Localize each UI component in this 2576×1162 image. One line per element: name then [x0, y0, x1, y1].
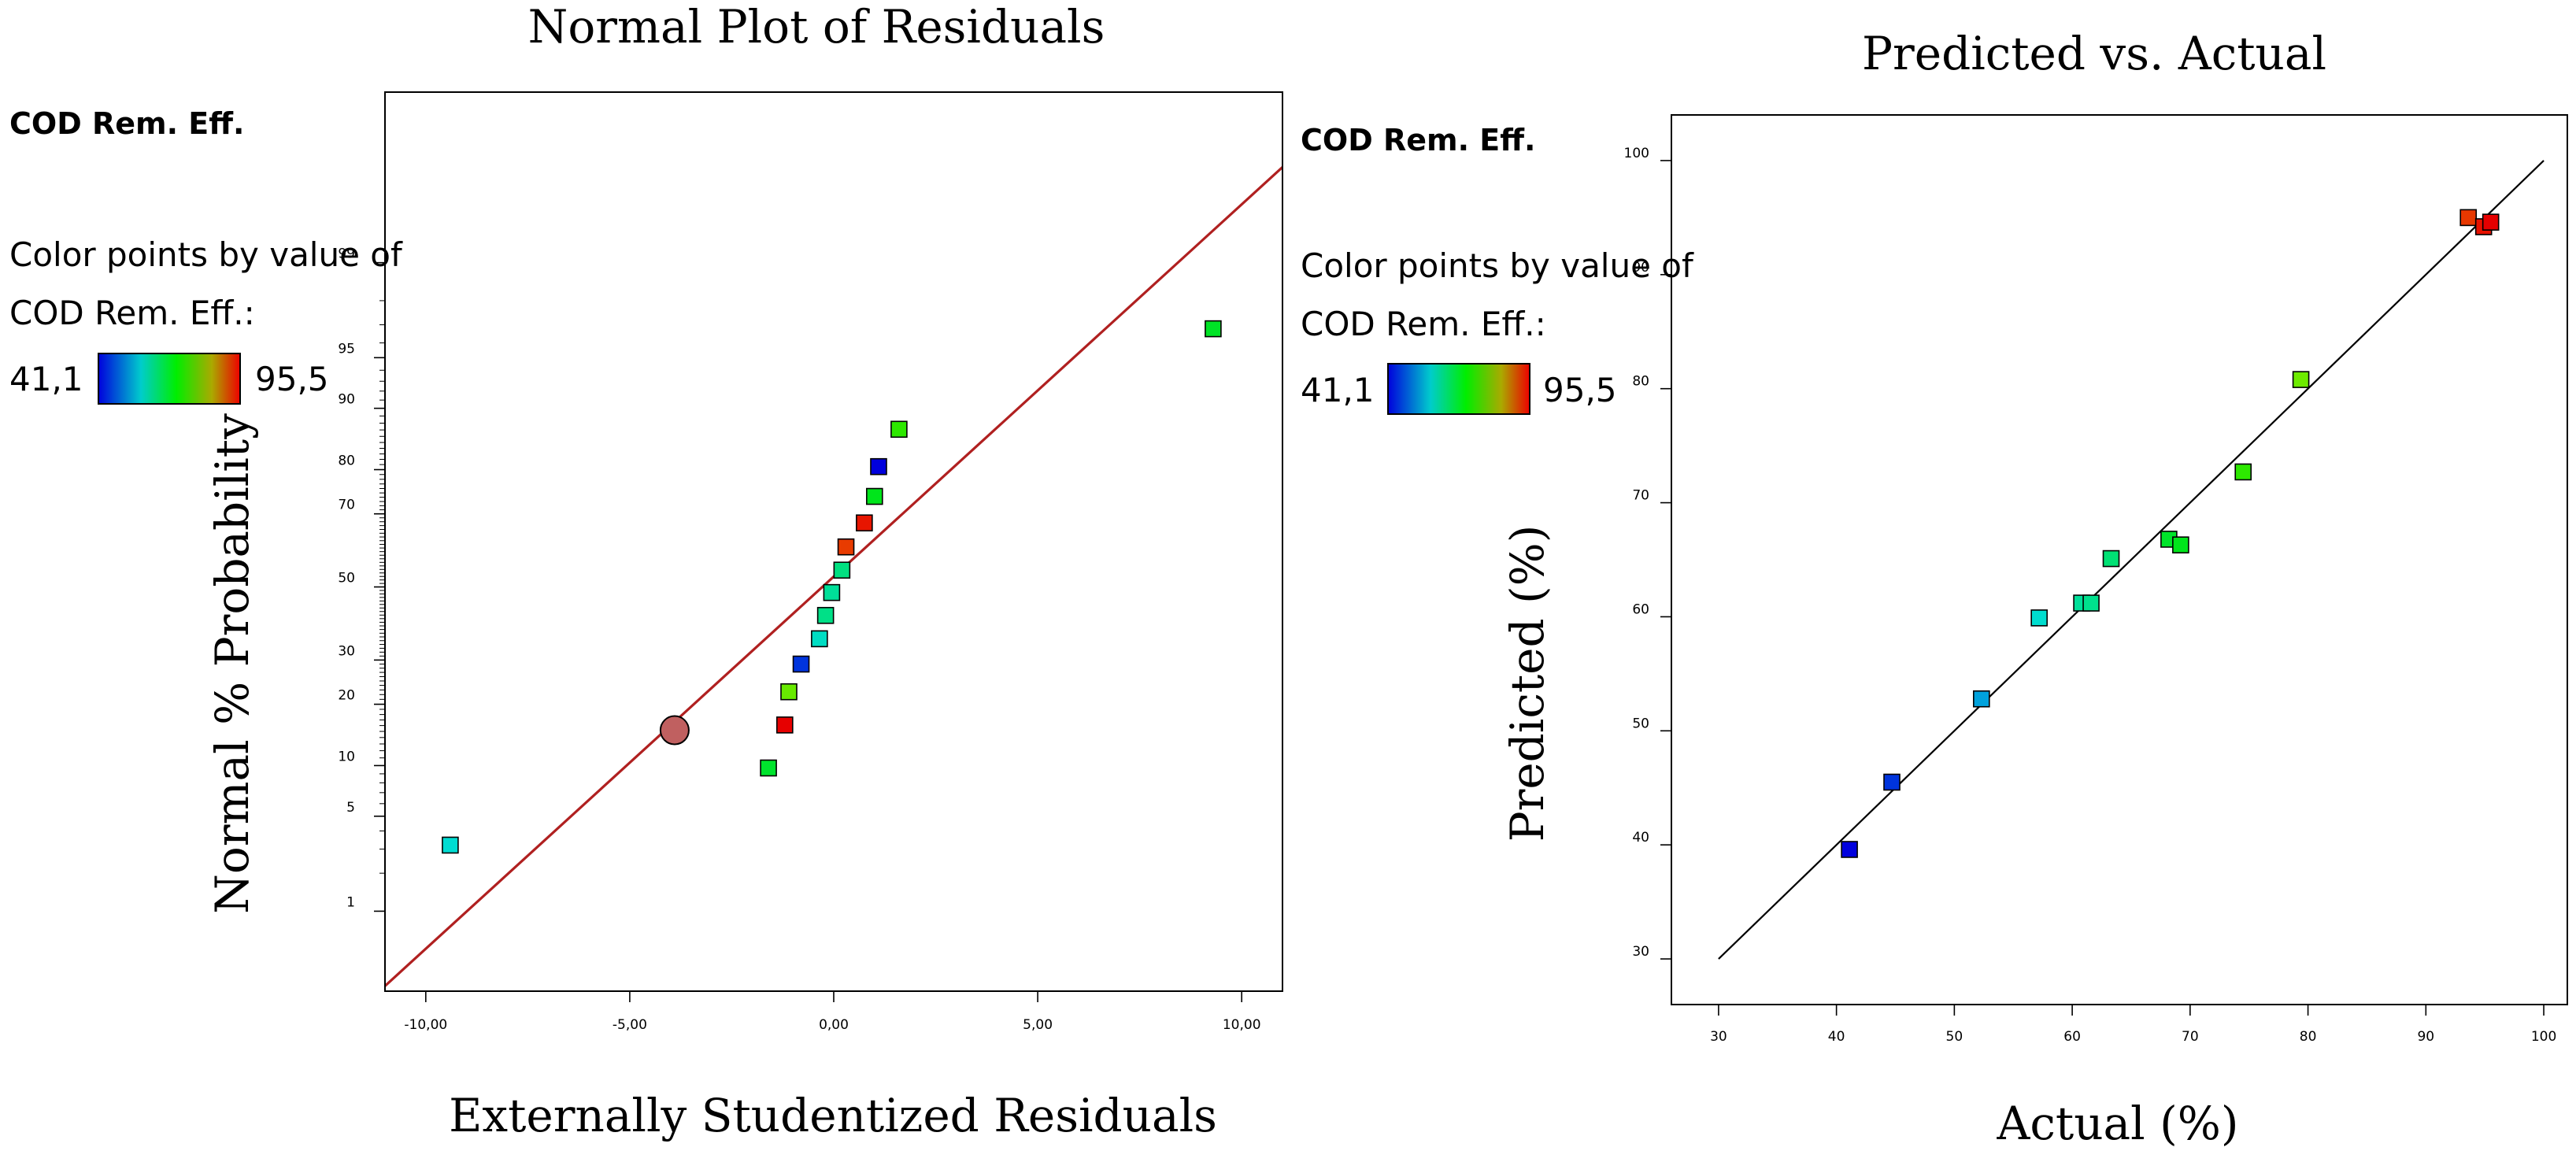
data-point	[2030, 609, 2048, 627]
color-legend-max: 95,5	[255, 360, 329, 398]
reference-line	[1718, 160, 2545, 960]
x-axis-label: Actual (%)	[1997, 1097, 2239, 1150]
data-point	[1883, 773, 1901, 791]
chart-title: Normal Plot of Residuals	[528, 0, 1105, 54]
y-tick-label: 10	[338, 749, 355, 764]
y-axis-label: Predicted (%)	[1501, 525, 1554, 842]
data-point	[2292, 371, 2310, 388]
data-point	[2482, 213, 2500, 231]
y-tick-label: 50	[338, 571, 355, 587]
data-point	[1205, 320, 1222, 338]
x-tick-label: 80	[2300, 1029, 2317, 1045]
y-tick-label: 60	[1632, 601, 1649, 617]
y-axis-label: Normal % Probability	[205, 413, 259, 914]
data-point	[2082, 594, 2100, 612]
y-tick-label: 30	[1632, 944, 1649, 960]
data-point	[442, 836, 459, 854]
plot-frame	[384, 91, 1283, 992]
x-axis-label: Externally Studentized Residuals	[449, 1089, 1217, 1142]
x-tick-label: 70	[2182, 1029, 2199, 1045]
data-point	[1973, 690, 1990, 708]
plot-marks	[383, 166, 1284, 987]
data-point	[776, 716, 794, 734]
data-point	[2459, 209, 2478, 227]
color-legend-line1: Color points by value of	[1301, 246, 1694, 285]
x-tick-label: 90	[2417, 1029, 2434, 1045]
x-axis-ticks: -10,00 -5,00 0,00 5,00 10,00	[404, 991, 1261, 1033]
normal-plot-chart: Normal Plot of Residuals COD Rem. Eff. C…	[9, 0, 1284, 1142]
x-axis-ticks: 30 40 50 60 70 80 90 100	[1710, 1005, 2556, 1045]
y-tick-label: 1	[346, 894, 355, 910]
color-gradient-bar	[98, 353, 241, 405]
y-tick-label: 40	[1632, 830, 1649, 846]
y-tick-label: 99	[338, 246, 355, 262]
x-tick-label: 30	[1710, 1029, 1727, 1045]
y-tick-label: 30	[338, 643, 355, 659]
x-tick-label: 50	[1946, 1029, 1963, 1045]
x-tick-label: 40	[1828, 1029, 1845, 1045]
x-tick-label: -5,00	[613, 1017, 647, 1033]
y-tick-label: 90	[1632, 260, 1649, 276]
data-point	[816, 606, 835, 624]
y-tick-label: 70	[1632, 488, 1649, 504]
data-point	[760, 759, 777, 777]
data-point	[823, 583, 841, 601]
color-legend-line2: COD Rem. Eff.:	[1301, 305, 1546, 343]
x-tick-label: 0,00	[819, 1017, 849, 1033]
data-point	[792, 655, 810, 673]
data-point	[856, 514, 873, 532]
color-gradient-bar	[1387, 363, 1530, 415]
color-legend-min: 41,1	[9, 360, 83, 398]
data-point	[833, 561, 851, 579]
y-axis-ticks: 30 40 50 60 70 80 90 100	[1624, 146, 1671, 960]
x-tick-label: 100	[2531, 1029, 2556, 1045]
predicted-vs-actual-chart: Predicted vs. Actual COD Rem. Eff. 30 40 5…	[1301, 27, 2568, 1150]
chart-title: Predicted vs. Actual	[1862, 27, 2326, 80]
data-point	[2102, 550, 2120, 568]
data-point	[780, 683, 798, 701]
plot-frame	[1671, 114, 2568, 1005]
y-tick-label: 90	[338, 392, 355, 408]
color-legend-min: 41,1	[1301, 371, 1375, 409]
y-tick-label: 50	[1632, 716, 1649, 731]
data-point	[2234, 463, 2252, 481]
y-tick-label: 5	[346, 800, 355, 816]
plot-marks	[1718, 160, 2545, 960]
color-legend-line2: COD Rem. Eff.:	[9, 294, 255, 332]
x-tick-label: 60	[2063, 1029, 2081, 1045]
color-legend-line1: Color points by value of	[9, 235, 403, 274]
y-tick-label: 95	[338, 341, 355, 357]
data-point	[811, 630, 828, 648]
x-tick-label: -10,00	[404, 1017, 447, 1033]
data-point	[1841, 841, 1858, 858]
y-tick-label: 20	[338, 688, 355, 704]
y-axis-ticks: 1 5 10 20 30 50 70 80 90 95 99	[338, 246, 385, 912]
color-legend-max: 95,5	[1543, 371, 1617, 409]
y-tick-label: 70	[338, 498, 355, 513]
data-point	[2172, 536, 2189, 553]
y-tick-label: 80	[1632, 374, 1649, 390]
data-point	[866, 487, 883, 505]
data-point	[890, 420, 908, 439]
response-label: COD Rem. Eff.	[9, 106, 244, 141]
x-tick-label: 5,00	[1023, 1017, 1053, 1033]
y-tick-label: 80	[338, 453, 355, 469]
x-tick-label: 10,00	[1223, 1017, 1261, 1033]
response-label: COD Rem. Eff.	[1301, 123, 1535, 157]
data-point	[870, 457, 887, 476]
median-marker	[659, 715, 690, 746]
data-point	[837, 538, 855, 556]
y-tick-label: 100	[1624, 146, 1649, 161]
